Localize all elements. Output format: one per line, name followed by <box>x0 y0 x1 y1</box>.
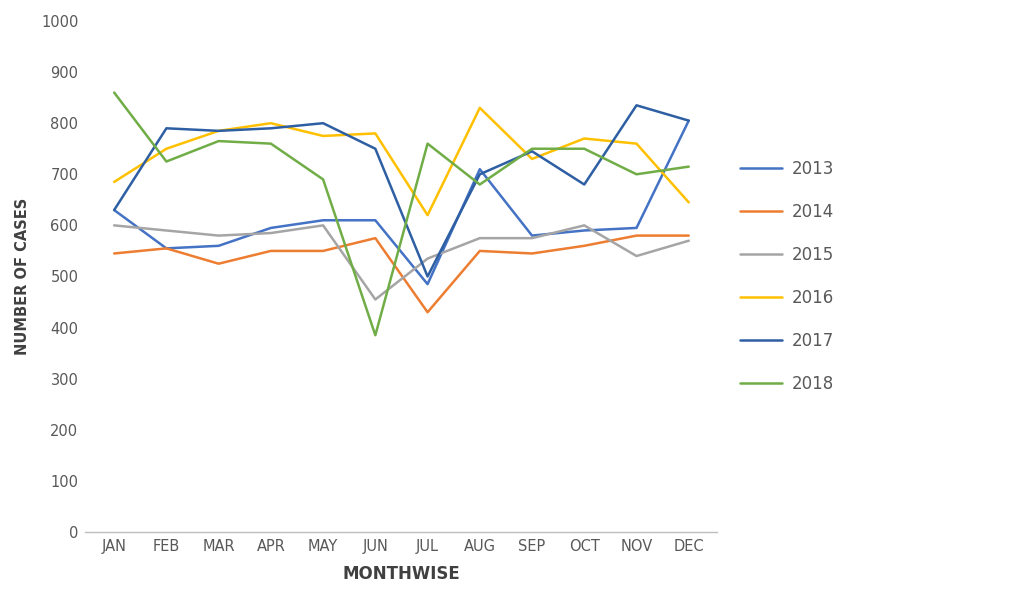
2013 <box>526 232 538 239</box>
Line: 2015: 2015 <box>114 225 688 300</box>
2013 <box>578 227 590 234</box>
2014 <box>108 250 120 257</box>
2016 <box>317 132 330 139</box>
2017 <box>526 148 538 155</box>
2018 <box>422 140 434 147</box>
2014 <box>474 248 486 255</box>
2018 <box>682 163 695 170</box>
2017 <box>474 170 486 178</box>
2017 <box>578 181 590 188</box>
2015 <box>212 232 224 239</box>
2013 <box>265 224 277 231</box>
2015 <box>474 234 486 242</box>
Line: 2016: 2016 <box>114 108 688 215</box>
2016 <box>631 140 643 147</box>
2017 <box>212 127 224 135</box>
2014 <box>161 245 173 252</box>
2015 <box>161 227 173 234</box>
2017 <box>682 117 695 124</box>
2015 <box>578 222 590 229</box>
2018 <box>369 332 381 339</box>
2015 <box>526 234 538 242</box>
2014 <box>265 248 277 255</box>
2018 <box>526 145 538 152</box>
2016 <box>369 130 381 137</box>
2017 <box>265 125 277 132</box>
2017 <box>108 206 120 213</box>
Line: 2018: 2018 <box>114 93 688 335</box>
2018 <box>631 170 643 178</box>
2018 <box>108 89 120 96</box>
2018 <box>317 176 330 183</box>
2017 <box>631 102 643 109</box>
2015 <box>265 230 277 237</box>
Legend: 2013, 2014, 2015, 2016, 2017, 2018: 2013, 2014, 2015, 2016, 2017, 2018 <box>732 152 843 401</box>
2014 <box>212 260 224 267</box>
2018 <box>212 138 224 145</box>
2018 <box>474 181 486 188</box>
2016 <box>682 199 695 206</box>
2018 <box>161 158 173 165</box>
2013 <box>631 224 643 231</box>
2016 <box>161 145 173 152</box>
2013 <box>317 216 330 224</box>
X-axis label: MONTHWISE: MONTHWISE <box>343 565 460 583</box>
2014 <box>682 232 695 239</box>
2015 <box>682 237 695 245</box>
2014 <box>631 232 643 239</box>
2015 <box>631 252 643 260</box>
2013 <box>369 216 381 224</box>
Line: 2013: 2013 <box>114 121 688 284</box>
2014 <box>526 250 538 257</box>
2016 <box>422 212 434 219</box>
2013 <box>161 245 173 252</box>
2014 <box>369 234 381 242</box>
2014 <box>317 248 330 255</box>
2017 <box>317 120 330 127</box>
Y-axis label: NUMBER OF CASES: NUMBER OF CASES <box>15 198 30 355</box>
2013 <box>212 242 224 249</box>
2015 <box>317 222 330 229</box>
2016 <box>474 104 486 111</box>
2013 <box>682 117 695 124</box>
2017 <box>422 273 434 280</box>
2016 <box>578 135 590 142</box>
2016 <box>212 127 224 135</box>
2018 <box>578 145 590 152</box>
2017 <box>161 125 173 132</box>
Line: 2017: 2017 <box>114 105 688 276</box>
2015 <box>369 296 381 303</box>
2013 <box>422 280 434 288</box>
2013 <box>474 166 486 173</box>
2014 <box>422 309 434 316</box>
2017 <box>369 145 381 152</box>
2018 <box>265 140 277 147</box>
2016 <box>108 178 120 185</box>
2013 <box>108 206 120 213</box>
2015 <box>422 255 434 262</box>
2014 <box>578 242 590 249</box>
2016 <box>265 120 277 127</box>
2015 <box>108 222 120 229</box>
Line: 2014: 2014 <box>114 236 688 312</box>
2016 <box>526 155 538 163</box>
